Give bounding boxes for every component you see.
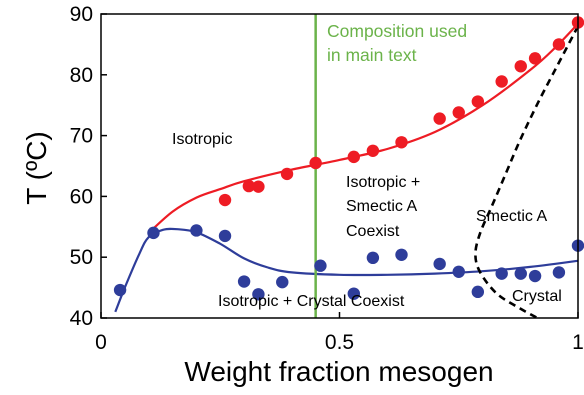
red-data-point <box>471 95 485 108</box>
label-isotropic-crystal: Isotropic + Crystal Coexist <box>218 293 405 310</box>
y-tick-label: 90 <box>70 3 93 26</box>
red-data-point <box>395 136 408 149</box>
red-data-point <box>433 112 446 125</box>
red-fit-curve <box>147 22 578 234</box>
red-data-point <box>552 38 566 51</box>
red-data-point <box>309 156 322 170</box>
red-data-point <box>218 193 232 207</box>
red-data-point <box>366 144 380 157</box>
blue-data-point <box>514 267 527 280</box>
red-data-point <box>528 52 542 65</box>
blue-data-point <box>237 275 251 288</box>
blue-data-point <box>452 265 465 278</box>
blue-data-point <box>433 257 446 271</box>
y-axis-title: T (ºC) <box>21 131 52 204</box>
blue-data-point <box>147 226 160 240</box>
blue-data-point <box>552 266 566 279</box>
label-isotropic: Isotropic <box>172 131 232 148</box>
x-tick-label: 1 <box>572 331 584 354</box>
blue-data-point <box>347 287 361 300</box>
blue-data-point <box>528 269 542 283</box>
red-data-point <box>452 106 465 119</box>
blue-data-point <box>113 283 127 297</box>
blue-fit-curve <box>114 227 578 313</box>
red-data-point <box>495 75 508 88</box>
label-smectic-a: Smectic A <box>476 208 547 225</box>
blue-data-point <box>276 275 289 289</box>
y-tick-label: 70 <box>70 125 93 148</box>
label-composition-line1: Composition used <box>327 21 467 41</box>
x-tick-label: 0.5 <box>325 331 354 354</box>
red-data-point <box>252 180 265 193</box>
y-tick-label: 60 <box>70 185 93 208</box>
blue-data-point <box>495 267 508 280</box>
label-composition-line2: in main text <box>327 45 417 65</box>
blue-data-point <box>252 288 265 301</box>
blue-data-point <box>190 224 203 237</box>
blue-data-point <box>218 229 232 243</box>
smectic-boundary-dashed-line <box>474 25 578 318</box>
y-tick-label: 50 <box>70 246 93 269</box>
blue-data-point <box>471 285 485 299</box>
label-isotropic-smectic-line1: Isotropic + <box>346 174 420 191</box>
y-tick-label: 80 <box>70 64 93 87</box>
red-data-point <box>514 60 527 73</box>
blue-data-point <box>395 248 408 261</box>
red-data-point <box>242 179 256 193</box>
x-tick-label: 0 <box>95 331 107 354</box>
label-crystal: Crystal <box>512 288 562 305</box>
y-tick-label: 40 <box>70 307 93 330</box>
label-isotropic-smectic-line2: Smectic A <box>346 198 417 215</box>
ticks-layer: 0 0.5 1 40 50 60 70 80 90 <box>70 3 584 354</box>
x-axis-title: Weight fraction mesogen <box>184 356 493 387</box>
blue-data-point <box>366 251 380 265</box>
blue-data-point <box>314 259 327 272</box>
red-data-point <box>347 150 361 164</box>
label-isotropic-smectic-line3: Coexist <box>346 223 400 240</box>
red-data-point <box>280 167 294 181</box>
